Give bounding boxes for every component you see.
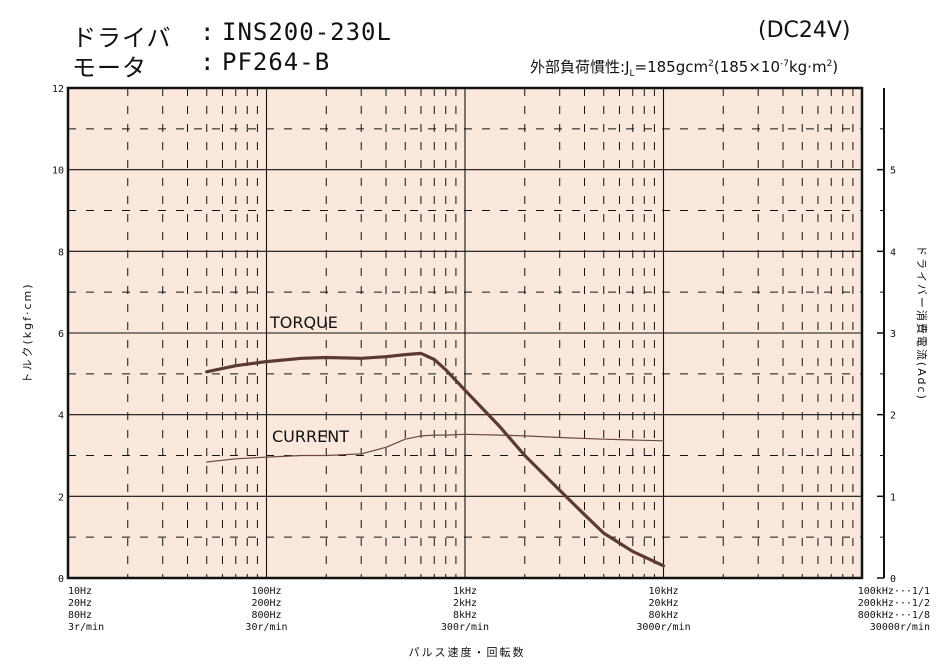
x-tick-label: 100kHz···1/1 <box>858 586 930 597</box>
plot-frame <box>66 86 864 580</box>
y2-tick-label: 2 <box>890 411 896 422</box>
y-axis-ticks: 0 2 4 6 8 10 12 <box>52 84 64 585</box>
motor-value: PF264-B <box>222 48 331 76</box>
x-tick-label: 300r/min <box>441 622 489 633</box>
inertia-value: =185gcm <box>634 58 709 76</box>
grid-lines <box>68 88 862 578</box>
x-tick-label: 200Hz <box>251 598 281 609</box>
y-axis-title: トルク(kgf·cm) <box>21 282 34 383</box>
x-tick-label: 80kHz <box>648 610 678 621</box>
current-line <box>206 433 665 463</box>
x-tick-label: 10kHz <box>648 586 678 597</box>
x-tick-label: 30000r/min <box>870 622 930 633</box>
inertia-paren-open: (185×10 <box>713 58 780 76</box>
x-tick-label: 10Hz <box>68 586 92 597</box>
x-tick-label: 1kHz <box>453 586 477 597</box>
x-tick-label: 20Hz <box>68 598 92 609</box>
y2-tick-label: 5 <box>890 166 896 177</box>
inertia-si-exponent: -7 <box>779 59 789 69</box>
y-tick-label: 10 <box>52 166 64 177</box>
x-tick-label: 2kHz <box>453 598 477 609</box>
x-tick-label: 800Hz <box>251 610 281 621</box>
y2-tick-label: 3 <box>890 329 896 340</box>
y-tick-label: 8 <box>58 247 64 258</box>
y2-tick-label: 4 <box>890 247 896 258</box>
torque-line <box>205 351 666 568</box>
y-tick-label: 0 <box>58 574 64 585</box>
motor-colon: : <box>200 48 216 76</box>
inertia-symbol: J <box>625 58 630 76</box>
inertia-prefix: 外部負荷慣性: <box>530 58 626 76</box>
y2-axis: 0 1 2 3 4 5 <box>877 88 896 585</box>
motor-label: モータ <box>72 54 147 82</box>
y2-tick-label: 1 <box>890 492 896 503</box>
y-tick-label: 6 <box>58 329 64 340</box>
y2-tick-label: 0 <box>890 574 896 585</box>
driver-colon: : <box>200 18 216 46</box>
inertia-unit-exponent: 2 <box>826 59 833 69</box>
x-tick-label: 3r/min <box>68 622 104 633</box>
x-tick-label: 8kHz <box>453 610 477 621</box>
x-tick-label: 20kHz <box>648 598 678 609</box>
load-inertia: 外部負荷慣性:JL=185gcm2(185×10-7kg·m2) <box>530 56 838 79</box>
x-tick-label: 3000r/min <box>636 622 690 633</box>
current-series-label: CURRENT <box>272 427 349 446</box>
series-lines <box>205 351 666 568</box>
x-tick-label: 80Hz <box>68 610 92 621</box>
y2-axis-title: ドライバー消費電流(Adc) <box>915 245 929 401</box>
driver-value: INS200-230L <box>222 18 392 46</box>
inertia-paren-close: ) <box>832 58 839 76</box>
inertia-unit: kg·m <box>788 58 827 76</box>
x-tick-label: 30r/min <box>245 622 287 633</box>
driver-label: ドライバ <box>72 24 172 52</box>
x-tick-label: 200kHz···1/2 <box>858 598 930 609</box>
torque-series-label: TORQUE <box>269 313 338 332</box>
x-tick-label: 100Hz <box>251 586 281 597</box>
supply-voltage: (DC24V) <box>758 18 851 43</box>
x-tick-label: 800kHz···1/8 <box>858 610 930 621</box>
inertia-subscript: L <box>629 69 635 79</box>
y-tick-label: 4 <box>58 411 64 422</box>
x-axis-title: パルス速度・回転数 <box>409 645 526 659</box>
inertia-value-exponent: 2 <box>708 59 714 69</box>
y-tick-label: 2 <box>58 492 64 503</box>
y-tick-label: 12 <box>52 84 64 95</box>
